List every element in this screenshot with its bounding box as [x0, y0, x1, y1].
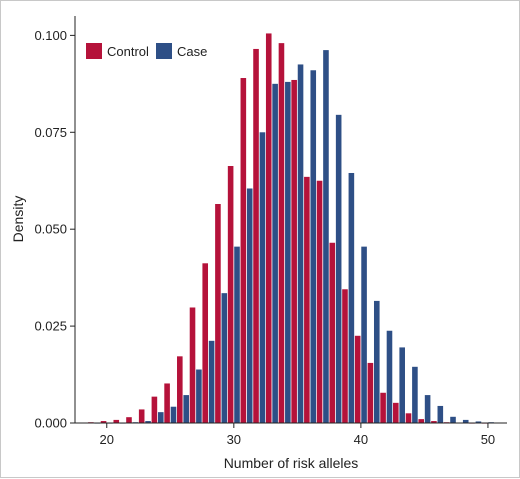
bar-control-31: [240, 78, 247, 424]
y-axis-label: Density: [10, 196, 26, 243]
bar-case-36: [310, 70, 317, 424]
bar-control-42: [380, 392, 386, 423]
bar-case-35: [297, 64, 304, 423]
bar-control-46: [431, 421, 437, 423]
y-tick-label: 0.000: [34, 416, 67, 431]
bar-case-45: [424, 395, 431, 423]
bar-case-25: [170, 406, 177, 423]
y-ticks: 0.000 0.025 0.050 0.075 0.100: [34, 28, 75, 431]
legend-swatch-case: [156, 43, 172, 59]
bar-control-35: [291, 79, 297, 424]
bar-case-27: [196, 369, 202, 423]
legend-label-case: Case: [177, 44, 207, 59]
bar-control-21: [113, 419, 120, 423]
y-tick-label: 0.100: [34, 28, 67, 43]
bar-case-44: [412, 366, 418, 423]
legend-swatch-control: [86, 43, 102, 59]
bar-control-37: [316, 180, 323, 423]
bar-case-32: [259, 132, 266, 424]
bar-case-38: [335, 114, 342, 423]
bar-control-34: [278, 43, 285, 423]
bar-control-45: [418, 419, 425, 423]
bar-case-33: [272, 83, 278, 423]
bar-control-39: [342, 289, 348, 423]
bar-control-29: [215, 204, 221, 423]
bar-case-48: [462, 419, 469, 423]
bar-case-29: [221, 293, 228, 423]
bar-control-41: [367, 362, 374, 423]
bar-case-26: [183, 395, 189, 423]
bar-case-47: [450, 416, 456, 423]
bar-control-28: [202, 263, 209, 423]
bar-case-37: [323, 50, 329, 424]
bar-control-44: [405, 413, 412, 423]
legend-label-control: Control: [107, 44, 149, 59]
bar-control-23: [138, 409, 145, 423]
x-tick-label: 20: [100, 432, 114, 447]
bar-control-25: [164, 383, 170, 423]
bar-case-41: [373, 300, 380, 423]
axes-layer: [74, 16, 507, 424]
bar-case-42: [386, 330, 393, 423]
bars-layer: [88, 33, 494, 424]
bar-control-40: [354, 335, 361, 423]
bar-case-28: [208, 340, 215, 423]
bar-case-46: [437, 405, 444, 423]
bar-control-33: [265, 33, 272, 423]
bar-case-40: [361, 246, 367, 423]
bar-control-36: [304, 176, 310, 423]
y-tick-label: 0.025: [34, 319, 67, 334]
x-ticks: 20 30 40 50: [100, 423, 495, 447]
x-tick-label: 50: [481, 432, 495, 447]
bar-case-34: [285, 81, 291, 424]
bar-control-24: [151, 396, 158, 423]
y-tick-label: 0.050: [34, 222, 67, 237]
bar-control-43: [393, 402, 399, 423]
y-tick-label: 0.075: [34, 125, 67, 140]
bar-case-31: [246, 188, 253, 423]
bar-case-24: [157, 412, 164, 423]
bar-control-38: [329, 242, 336, 423]
bar-case-49: [475, 421, 482, 423]
bar-case-39: [348, 172, 355, 423]
bar-case-30: [234, 246, 240, 423]
bar-case-43: [399, 347, 405, 423]
bar-control-20: [100, 421, 107, 423]
x-tick-label: 40: [354, 432, 368, 447]
bar-control-26: [177, 356, 183, 423]
bar-control-22: [126, 417, 132, 423]
bar-control-27: [189, 307, 196, 423]
legend: Control Case: [86, 43, 207, 59]
bar-case-23: [145, 421, 151, 423]
x-tick-label: 30: [227, 432, 241, 447]
x-axis-label: Number of risk alleles: [224, 455, 359, 471]
bar-control-32: [253, 48, 259, 423]
bar-control-30: [227, 166, 234, 423]
